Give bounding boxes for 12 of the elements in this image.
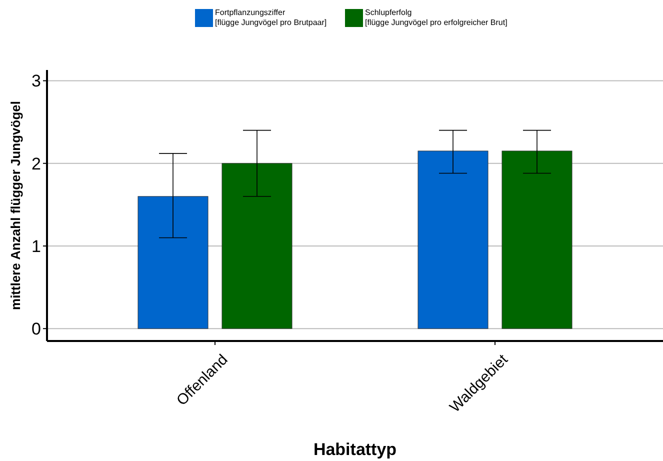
legend-label: Fortpflanzungsziffer [flügge Jungvögel pro Brutpaar] xyxy=(215,8,327,27)
bar xyxy=(502,150,572,329)
y-tick-label: 2 xyxy=(32,154,41,174)
x-axis-title: Habitattyp xyxy=(313,440,397,459)
y-tick-label: 1 xyxy=(32,236,41,256)
y-tick-label: 0 xyxy=(32,320,41,339)
y-tick-label: 3 xyxy=(32,72,41,91)
bar xyxy=(138,196,208,329)
bar xyxy=(418,150,488,329)
bar xyxy=(222,163,292,329)
y-axis-title: mittlere Anzahl flügger Jungvögel xyxy=(8,101,23,310)
legend-label: Schlupferfolg [flügge Jungvögel pro erfolgreicher Brut] xyxy=(365,8,508,27)
